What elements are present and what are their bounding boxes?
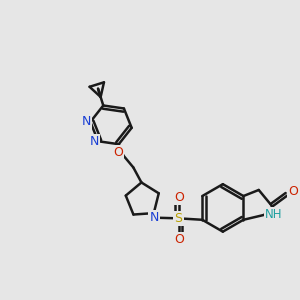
Text: O: O: [174, 233, 184, 246]
Text: N: N: [89, 135, 99, 148]
Text: NH: NH: [265, 208, 282, 221]
Text: O: O: [174, 191, 184, 204]
Text: S: S: [175, 212, 182, 225]
Text: O: O: [288, 184, 298, 198]
Text: N: N: [82, 116, 91, 128]
Text: N: N: [149, 211, 159, 224]
Text: O: O: [113, 146, 123, 159]
